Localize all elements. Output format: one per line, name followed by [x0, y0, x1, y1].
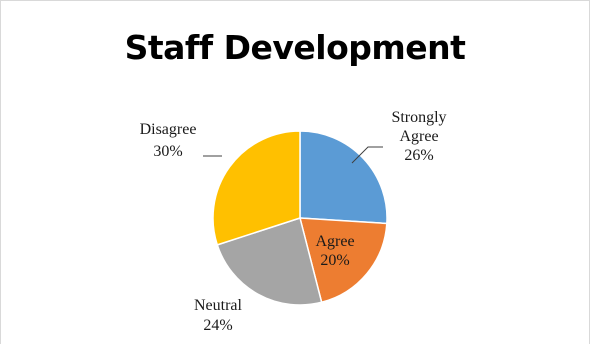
data-label-neutral: Neutral 24% — [194, 297, 243, 334]
data-label-line: Agree — [399, 128, 438, 145]
data-label-line: Disagree — [140, 121, 197, 138]
pie-slice-agree — [299, 217, 388, 304]
pie-slice-disagree — [212, 130, 301, 246]
slice-labels: Strongly Agree 26% Agree 20% Neutral 24% Disagr… — [140, 109, 447, 334]
data-label-line: 30% — [153, 143, 182, 160]
pie-slice-neutral — [216, 217, 323, 306]
data-label-disagree: Disagree 30% — [140, 121, 197, 160]
data-label-strongly-agree: Strongly Agree 26% — [391, 109, 446, 164]
pie-slices — [212, 130, 388, 306]
data-label-line: Strongly — [391, 109, 446, 126]
data-label-line: Agree — [315, 233, 354, 250]
data-label-line: 26% — [404, 147, 433, 164]
data-label-agree: Agree 20% — [315, 233, 354, 269]
pie-slice-strongly-agree — [299, 130, 388, 225]
leader-line-strongly-agree — [351, 146, 383, 164]
data-label-line: 24% — [203, 317, 232, 334]
chart-title: Staff Development — [124, 28, 466, 67]
data-label-line: Neutral — [194, 297, 243, 314]
leader-lines — [203, 146, 383, 164]
data-label-line: 20% — [320, 252, 349, 269]
